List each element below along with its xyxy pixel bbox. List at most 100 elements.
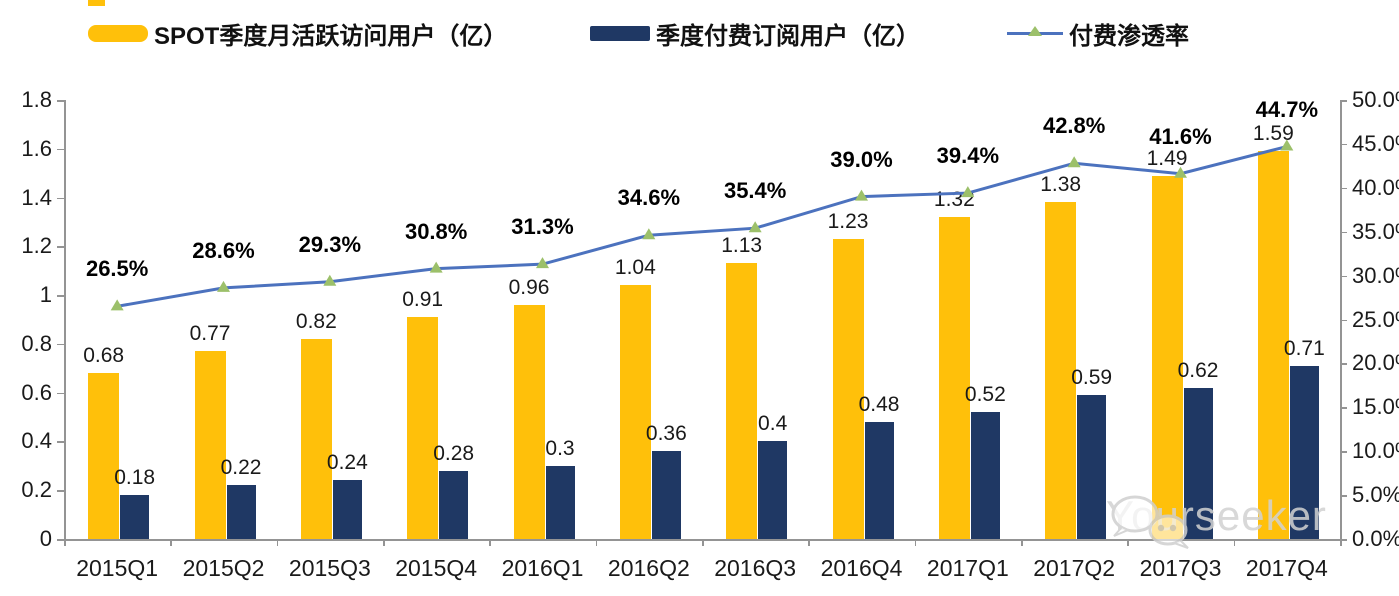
y-axis-tick-right	[1340, 100, 1347, 102]
bar-mau	[513, 304, 545, 539]
subs-legend-swatch-icon	[590, 25, 650, 41]
line-label-penetration: 26.5%	[85, 256, 149, 282]
line-label-penetration: 42.8%	[1042, 113, 1106, 139]
line-marker-triangle-icon	[855, 189, 868, 201]
bar-label-subs: 0.18	[114, 466, 156, 490]
line-marker-triangle-icon	[1174, 166, 1187, 178]
y-axis-line-left	[64, 100, 66, 539]
y-axis-tick-left	[57, 343, 64, 346]
bar-label-mau: 1.49	[1146, 146, 1188, 170]
bar-mau	[619, 285, 651, 539]
wechat-bubble-icon	[1111, 495, 1189, 549]
mau-legend-swatch-icon	[88, 24, 148, 42]
cropped-yellow-fragment	[88, 0, 105, 6]
y-axis-tick-right	[1340, 319, 1347, 321]
bar-label-subs: 0.59	[1071, 366, 1113, 390]
line-marker-triangle-icon	[536, 257, 549, 269]
x-axis-label: 2015Q4	[395, 555, 478, 581]
y-axis-tick-label-left: 0.8	[21, 330, 52, 356]
legend-label-subs: 季度付费订阅用户（亿）	[656, 22, 920, 50]
x-axis-tick	[702, 539, 704, 546]
line-label-penetration: 44.7%	[1255, 96, 1319, 122]
bar-subs	[226, 485, 256, 539]
line-marker-triangle-icon	[642, 228, 656, 240]
x-axis-label: 2015Q2	[182, 555, 265, 581]
bar-subs	[864, 421, 894, 539]
x-axis-tick	[383, 539, 385, 546]
bar-label-mau: 1.13	[721, 234, 763, 258]
bar-label-mau: 0.96	[508, 275, 550, 299]
penetration-legend-line-icon	[1007, 23, 1063, 43]
x-axis-label: 2016Q4	[820, 555, 903, 581]
y-axis-tick-right	[1340, 539, 1347, 541]
y-axis-tick-label-right: 25.0%	[1352, 306, 1399, 332]
y-axis-tick-left	[57, 392, 64, 395]
line-marker-triangle-icon	[961, 186, 975, 198]
line-marker-triangle-icon	[217, 280, 230, 292]
bar-mau	[407, 317, 439, 539]
x-axis-label: 2015Q1	[76, 555, 159, 581]
y-axis-tick-right	[1340, 275, 1347, 278]
y-axis-tick-label-right: 40.0%	[1352, 174, 1399, 200]
legend-label-mau: SPOT季度月活跃访问用户（亿）	[154, 22, 508, 50]
penetration-line	[116, 145, 1288, 308]
bar-label-mau: 0.91	[402, 288, 444, 312]
bar-mau	[300, 339, 332, 539]
bar-mau	[1045, 202, 1077, 539]
bar-mau	[938, 217, 970, 539]
bar-label-subs: 0.28	[433, 441, 475, 465]
y-axis-tick-left	[57, 441, 64, 443]
legend-item-penetration: 付费渗透率	[1007, 18, 1189, 50]
x-axis-tick	[276, 539, 279, 546]
y-axis-tick-left	[57, 539, 64, 541]
bar-label-mau: 1.59	[1252, 122, 1294, 146]
watermark: Yourseeker	[1100, 492, 1327, 549]
line-label-penetration: 39.4%	[936, 143, 1000, 169]
y-axis-tick-label-left: 1.8	[21, 87, 52, 112]
x-axis-label: 2016Q2	[607, 555, 690, 581]
x-axis-tick	[595, 539, 598, 546]
y-axis-tick-label-right: 30.0%	[1352, 262, 1399, 288]
y-axis-tick-right	[1340, 231, 1347, 234]
bar-subs	[651, 451, 681, 539]
y-axis-tick-label-right: 10.0%	[1352, 438, 1399, 464]
bar-mau	[1151, 175, 1183, 539]
y-axis-tick-label-left: 1.4	[21, 184, 52, 210]
line-label-penetration: 30.8%	[404, 218, 468, 244]
x-axis-label: 2016Q3	[714, 555, 797, 581]
line-marker-triangle-icon	[110, 299, 124, 311]
line-marker-triangle-icon	[323, 274, 337, 286]
x-axis-label: 2017Q1	[926, 555, 1009, 581]
bar-label-mau: 0.77	[189, 322, 231, 346]
bar-label-mau: 1.38	[1040, 173, 1082, 197]
y-axis-tick-label-left: 0.6	[21, 379, 52, 405]
line-marker-triangle-icon	[1280, 139, 1294, 151]
y-axis-tick-label-right: 20.0%	[1352, 350, 1399, 376]
bar-label-subs: 0.4	[758, 412, 788, 436]
line-label-penetration: 28.6%	[192, 237, 255, 263]
y-axis-tick-left	[57, 148, 64, 151]
y-axis-tick-label-right: 15.0%	[1352, 394, 1399, 420]
y-axis-tick-right	[1340, 363, 1347, 365]
line-label-penetration: 35.4%	[723, 178, 787, 204]
y-axis-tick-label-right: 5.0%	[1352, 482, 1399, 508]
bar-mau	[832, 239, 864, 539]
line-marker-triangle-icon	[748, 221, 762, 233]
line-label-penetration: 41.6%	[1149, 123, 1212, 149]
bar-subs	[439, 470, 469, 539]
bar-label-subs: 0.71	[1283, 336, 1325, 360]
x-axis-label: 2015Q3	[288, 555, 371, 581]
x-axis-tick	[170, 539, 172, 546]
y-axis-tick-right	[1340, 451, 1347, 453]
bar-subs	[1289, 365, 1319, 539]
bar-label-subs: 0.3	[545, 436, 575, 460]
bar-label-mau: 1.04	[614, 256, 656, 280]
bar-subs	[332, 480, 362, 539]
bar-label-mau: 0.82	[295, 310, 337, 333]
bar-subs	[545, 465, 575, 539]
bar-label-subs: 0.24	[326, 451, 368, 475]
bar-mau	[194, 351, 226, 539]
legend-item-subs: 季度付费订阅用户（亿）	[590, 18, 920, 50]
x-axis-tick	[1127, 539, 1129, 546]
